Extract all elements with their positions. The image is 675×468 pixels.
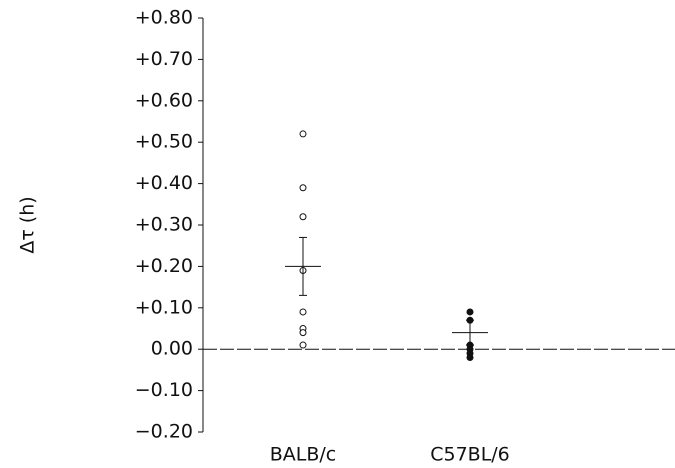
data-point xyxy=(299,184,307,192)
data-point xyxy=(299,213,307,221)
data-point xyxy=(466,353,474,361)
data-point xyxy=(299,308,307,316)
data-point xyxy=(466,308,474,316)
y-tick-label: +0.20 xyxy=(135,255,193,277)
data-point xyxy=(299,130,307,138)
y-tick-label: +0.50 xyxy=(135,131,193,153)
y-tick-label: +0.80 xyxy=(135,7,193,29)
y-tick-label: +0.40 xyxy=(135,172,193,194)
y-tick-label: 0.00 xyxy=(151,338,193,360)
x-tick-label: C57BL/6 xyxy=(430,444,510,466)
data-point xyxy=(299,341,307,349)
y-tick-label: +0.10 xyxy=(135,296,193,318)
y-tick-label: −0.10 xyxy=(135,379,193,401)
x-tick-label: BALB/c xyxy=(270,444,337,466)
y-tick-label: +0.70 xyxy=(135,48,193,70)
data-point xyxy=(299,329,307,337)
y-tick-label: +0.30 xyxy=(135,214,193,236)
y-tick-label: +0.60 xyxy=(135,89,193,111)
y-axis-label: Δτ (h) xyxy=(17,196,39,253)
y-tick-label: −0.20 xyxy=(135,421,193,443)
